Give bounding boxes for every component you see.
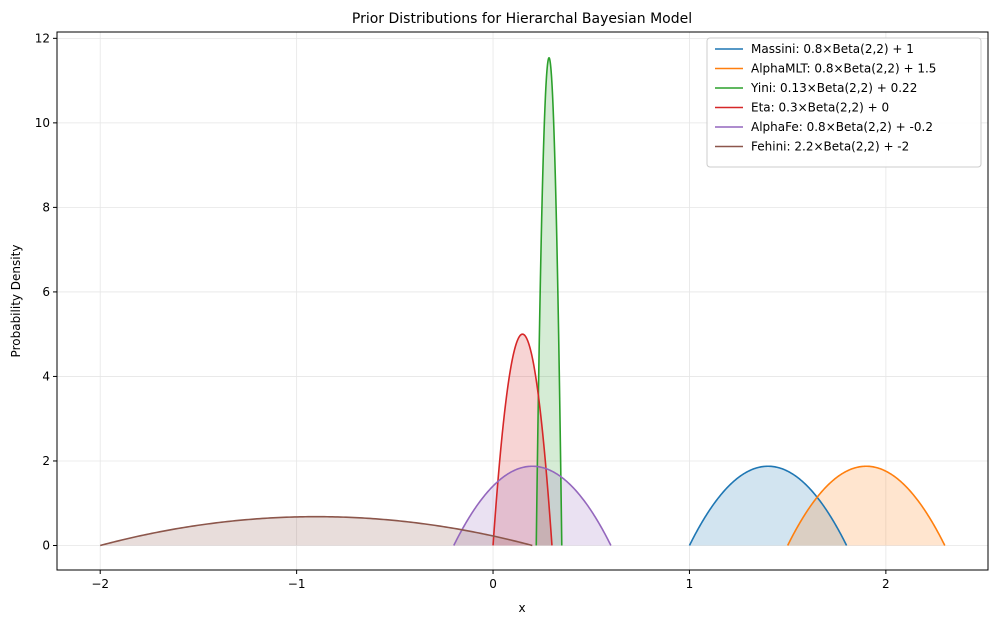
y-tick-label: 12 [35, 31, 50, 45]
series-line-5 [100, 515, 533, 547]
legend-label-3: Eta: 0.3×Beta(2,2) + 0 [751, 101, 889, 115]
y-tick-label: 2 [42, 454, 50, 468]
y-axis-label: Probability Density [9, 245, 23, 358]
legend-label-2: Yini: 0.13×Beta(2,2) + 0.22 [750, 81, 917, 95]
y-tick-label: 8 [42, 200, 50, 214]
series-line-1 [786, 465, 946, 546]
series-line-3 [492, 333, 553, 546]
series-line-4 [453, 465, 612, 546]
legend-label-0: Massini: 0.8×Beta(2,2) + 1 [751, 42, 914, 56]
series-line-2 [535, 56, 563, 546]
x-axis-ticks: −2 −1 0 1 2 [91, 570, 890, 591]
x-tick-label: −1 [288, 577, 306, 591]
x-tick-label: 0 [489, 577, 497, 591]
x-tick-label: −2 [91, 577, 109, 591]
y-tick-label: 6 [42, 285, 50, 299]
legend-label-4: AlphaFe: 0.8×Beta(2,2) + -0.2 [751, 120, 933, 134]
y-tick-label: 0 [42, 538, 50, 552]
x-tick-label: 2 [882, 577, 890, 591]
legend-box [706, 37, 982, 168]
legend-label-1: AlphaMLT: 0.8×Beta(2,2) + 1.5 [751, 62, 936, 76]
y-tick-label: 4 [42, 369, 50, 383]
legend-label-5: Fehini: 2.2×Beta(2,2) + -2 [751, 140, 909, 154]
chart-title: Prior Distributions for Hierarchal Bayes… [352, 11, 692, 27]
plot-frame [56, 31, 989, 571]
y-axis-ticks: 0 2 4 6 8 10 12 [35, 31, 57, 552]
x-axis-label: x [518, 601, 525, 615]
y-tick-label: 10 [35, 116, 50, 130]
series-line-0 [688, 465, 848, 546]
x-tick-label: 1 [686, 577, 694, 591]
grid [57, 32, 988, 570]
series-fill-5 [100, 516, 533, 546]
legend: Massini: 0.8×Beta(2,2) + 1 AlphaMLT: 0.8×… [706, 37, 982, 168]
series-lines [100, 56, 946, 547]
